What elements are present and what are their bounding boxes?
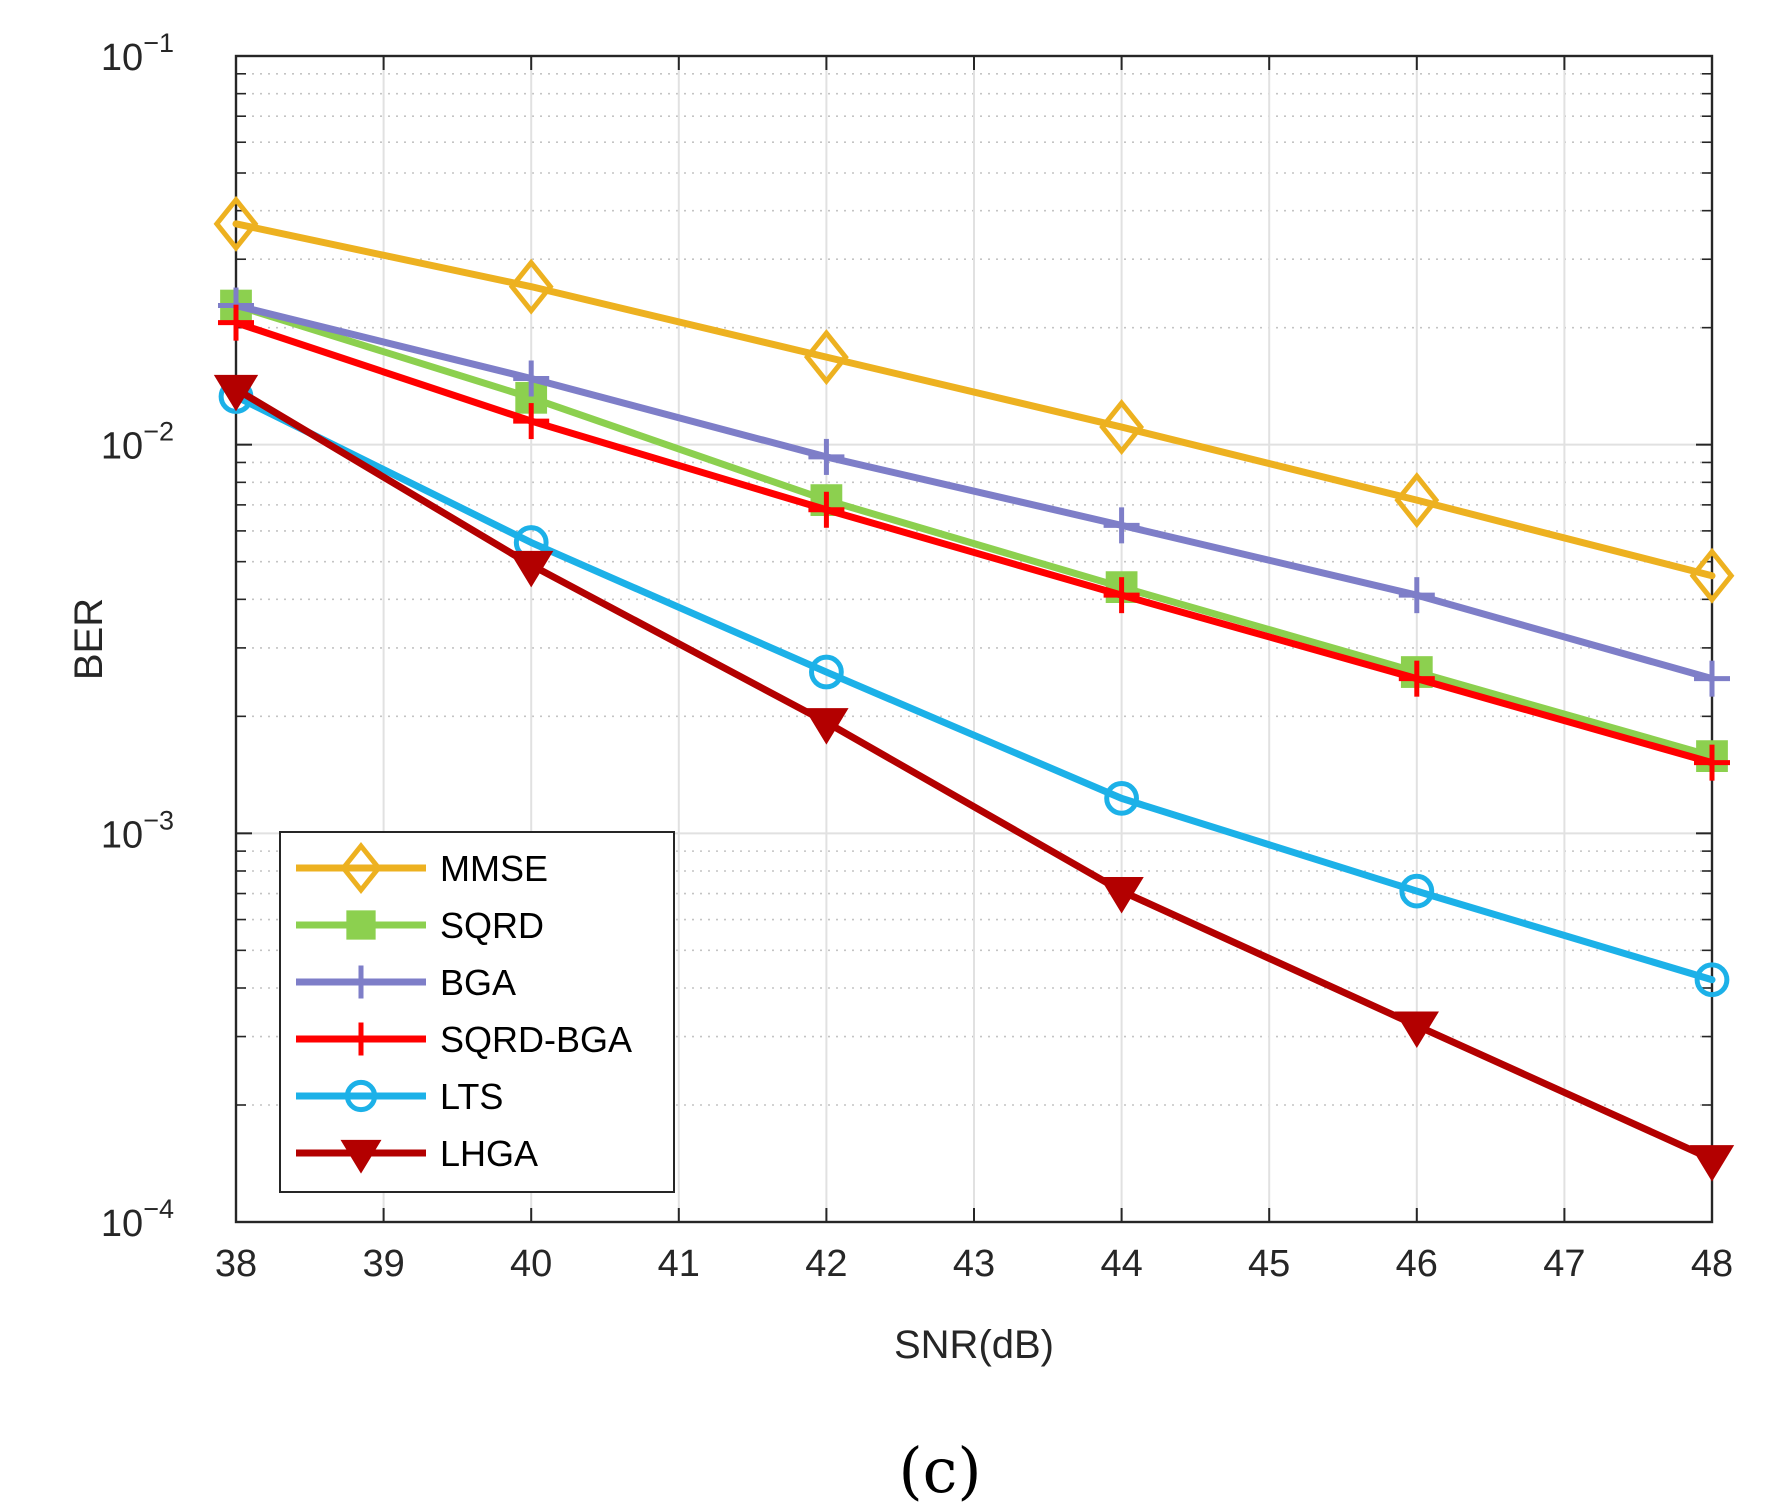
x-tick-label: 47 xyxy=(1543,1243,1585,1285)
legend-entry: LHGA xyxy=(296,1133,538,1174)
plus-marker xyxy=(1103,577,1140,614)
series-line xyxy=(232,385,1716,1163)
series-layer xyxy=(213,195,1735,1182)
circle-marker xyxy=(344,1079,378,1113)
plus-marker xyxy=(1398,660,1435,697)
y-tick-label: 10−1 xyxy=(101,28,174,79)
series-sqrd-bga xyxy=(218,304,1730,781)
axes xyxy=(234,54,1714,1224)
legend-entry: SQRD-BGA xyxy=(296,1019,632,1060)
x-tick-label: 48 xyxy=(1691,1243,1733,1285)
legend-entry: LTS xyxy=(296,1076,503,1117)
plus-marker xyxy=(218,304,254,341)
x-tick-label: 46 xyxy=(1396,1243,1438,1285)
legend-label: LTS xyxy=(440,1076,503,1117)
series-line xyxy=(232,319,1716,767)
series-lts xyxy=(218,379,1730,998)
series-line xyxy=(232,302,1716,683)
y-tick-labels: 10−1 10−2 10−3 10−4 xyxy=(101,28,174,1245)
circle-marker xyxy=(809,654,844,690)
diamond-marker xyxy=(213,195,259,252)
diamond-marker xyxy=(1689,547,1735,604)
triangle-down-marker xyxy=(213,374,259,412)
circle-marker xyxy=(1104,781,1139,816)
plus-marker xyxy=(1398,577,1435,614)
legend: MMSE SQRD BGA SQRD-BGA LTS LHGA xyxy=(279,831,675,1193)
x-tick-label: 45 xyxy=(1248,1243,1290,1285)
plus-marker xyxy=(1694,744,1730,781)
x-tick-label: 38 xyxy=(215,1243,257,1285)
x-tick-label: 40 xyxy=(510,1243,552,1285)
legend-label: SQRD-BGA xyxy=(440,1019,632,1060)
y-axis-label: BER xyxy=(67,598,111,680)
x-tick-labels: 38 39 40 41 42 43 44 45 46 47 48 xyxy=(215,1243,1733,1285)
series-line xyxy=(232,220,1716,580)
x-tick-label: 39 xyxy=(362,1243,404,1285)
legend-label: BGA xyxy=(440,962,516,1003)
plus-marker xyxy=(513,403,550,440)
diamond-marker xyxy=(340,841,382,895)
x-axis-label: SNR(dB) xyxy=(894,1323,1054,1367)
x-tick-label: 42 xyxy=(805,1243,847,1285)
diamond-marker xyxy=(1394,472,1440,529)
triangle-down-marker xyxy=(804,708,849,745)
legend-label: MMSE xyxy=(440,848,548,889)
diamond-marker xyxy=(1099,399,1145,456)
axes-box xyxy=(234,54,1714,1224)
plus-marker xyxy=(513,360,550,397)
diamond-marker xyxy=(508,258,554,315)
square-marker xyxy=(346,910,376,940)
y-tick-label: 10−3 xyxy=(101,805,174,856)
figure-caption: (c) xyxy=(898,1434,981,1507)
triangle-down-marker xyxy=(1394,1011,1439,1048)
plus-marker xyxy=(1694,660,1730,697)
legend-entry: SQRD xyxy=(296,905,544,946)
plus-marker xyxy=(344,965,378,999)
x-tick-label: 43 xyxy=(953,1243,995,1285)
series-lhga xyxy=(213,374,1735,1182)
legend-box xyxy=(279,831,675,1193)
legend-entry: BGA xyxy=(296,962,516,1003)
triangle-down-marker xyxy=(340,1139,382,1174)
diamond-marker xyxy=(803,329,849,386)
plus-marker xyxy=(808,491,845,528)
triangle-down-marker xyxy=(509,550,554,588)
triangle-down-marker xyxy=(1099,876,1144,914)
legend-label: SQRD xyxy=(440,905,544,946)
x-tick-label: 41 xyxy=(658,1243,700,1285)
y-tick-label: 10−4 xyxy=(101,1194,174,1245)
series-line xyxy=(232,393,1716,984)
x-tick-label: 44 xyxy=(1100,1243,1142,1285)
series-line xyxy=(232,302,1716,760)
legend-label: LHGA xyxy=(440,1133,538,1174)
series-mmse xyxy=(213,195,1735,604)
plus-marker xyxy=(808,438,845,475)
plus-marker xyxy=(1103,507,1140,544)
circle-marker xyxy=(1399,873,1435,909)
y-tick-label: 10−2 xyxy=(101,417,174,468)
plus-marker xyxy=(344,1022,378,1056)
triangle-down-marker xyxy=(1689,1145,1735,1182)
circle-marker xyxy=(1694,962,1730,998)
legend-entry: MMSE xyxy=(296,841,548,895)
